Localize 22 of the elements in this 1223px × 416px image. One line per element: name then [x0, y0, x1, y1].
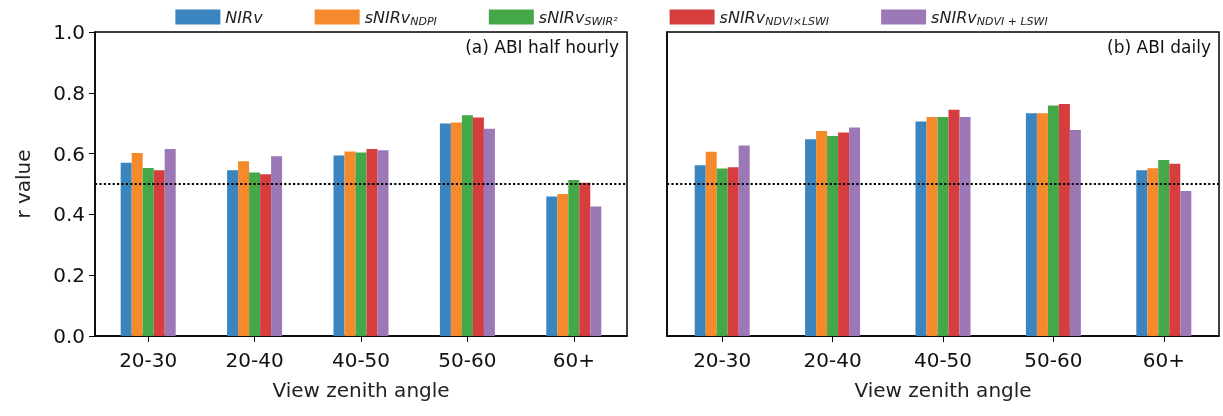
y-tick-label: 0.8: [53, 80, 85, 105]
x-tick-label: 20-40: [225, 348, 284, 372]
x-tick-label: 40-50: [331, 348, 391, 372]
y-tick-label: 0.6: [53, 141, 85, 166]
x-tick-label: 50-60: [438, 348, 497, 372]
x-axis-title: View zenith angle: [272, 378, 450, 402]
x-tick-label: 50-60: [1024, 348, 1083, 372]
x-tick-label: 20-30: [693, 348, 752, 372]
x-axis-title: View zenith angle: [854, 378, 1032, 402]
x-tick-label: 60+: [1142, 348, 1185, 372]
y-axis-title: r value: [11, 149, 35, 219]
annotation: (b) ABI daily: [1107, 36, 1212, 57]
x-tick-label: 40-50: [913, 348, 973, 372]
x-tick-label: 60+: [552, 348, 595, 372]
y-tick-label: 0.0: [53, 324, 85, 348]
x-tick-label: 20-30: [119, 348, 178, 372]
y-tick-label: 1.0: [53, 20, 85, 44]
legend-label: NIRv: [225, 7, 264, 27]
x-tick-label: 20-40: [803, 348, 862, 372]
y-tick-label: 0.4: [53, 202, 85, 227]
y-tick-label: 0.2: [53, 263, 85, 288]
annotation: (a) ABI half hourly: [465, 36, 620, 57]
